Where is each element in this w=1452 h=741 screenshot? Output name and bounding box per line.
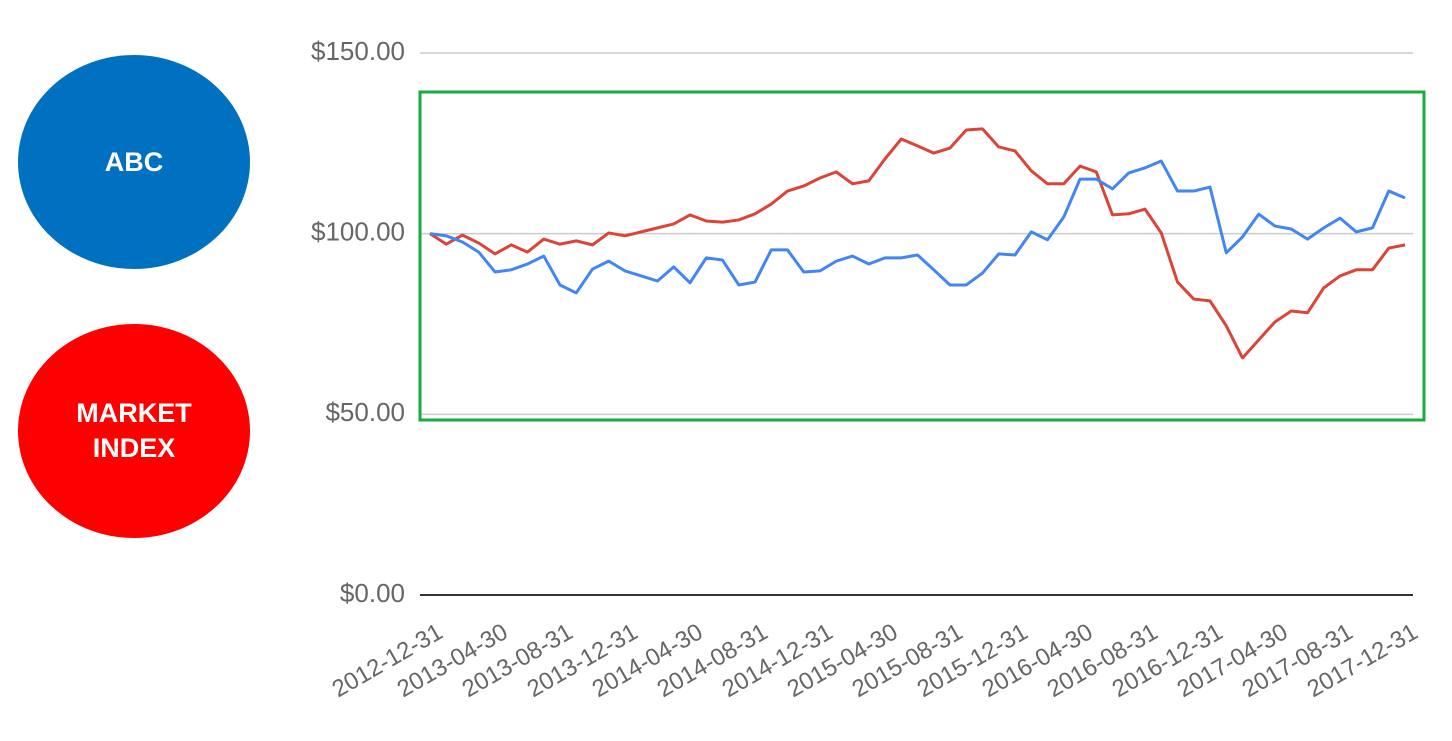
- highlight-box: [418, 90, 1426, 422]
- y-tick-label: $0.00: [340, 578, 405, 608]
- y-tick-label: $50.00: [325, 397, 405, 427]
- legend-label: MARKET INDEX: [76, 398, 192, 463]
- legend-item: ABC: [18, 55, 250, 269]
- legend-item: MARKET INDEX: [18, 324, 250, 538]
- legend-label: ABC: [104, 146, 164, 177]
- plot: $0.00$50.00$100.00$150.002012-12-312013-…: [311, 36, 1422, 703]
- y-tick-label: $100.00: [311, 217, 405, 247]
- line-series: [429, 159, 1406, 295]
- y-tick-label: $150.00: [311, 36, 405, 66]
- line-series: [429, 127, 1406, 360]
